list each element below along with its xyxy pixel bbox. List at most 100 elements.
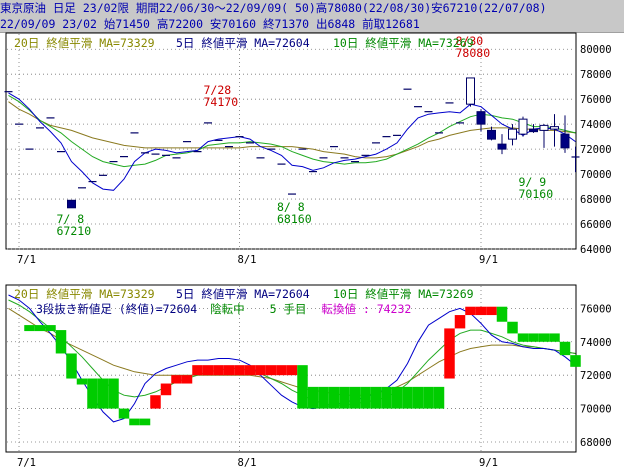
candle-body bbox=[466, 77, 475, 105]
brick-down bbox=[55, 330, 67, 354]
top-y-tick-label: 66000 bbox=[580, 219, 612, 231]
bottom-legend-ma20: 20日 終値平滑 MA=73329 bbox=[14, 287, 155, 301]
brick-down bbox=[328, 386, 340, 409]
candle bbox=[487, 126, 496, 141]
brick-down bbox=[391, 386, 403, 409]
top-y-tick-label: 80000 bbox=[580, 44, 612, 56]
candle-body bbox=[487, 129, 496, 140]
brick-down bbox=[108, 378, 119, 409]
bottom-panel: 76000 74000 72000 70000 68000 7/1 8/1 9/1 20日 … bbox=[5, 284, 612, 469]
annotation-value: 78080 bbox=[456, 46, 491, 60]
brick-down bbox=[538, 333, 550, 342]
candle-body bbox=[476, 111, 486, 125]
bot-y-tick-label: 76000 bbox=[580, 303, 612, 315]
brick-up bbox=[486, 306, 497, 316]
brick-down bbox=[318, 386, 329, 409]
bot-line-ma20 bbox=[8, 307, 576, 396]
bottom-legend-ma10: 10日 終値平滑 MA=73269 bbox=[333, 287, 474, 301]
candle-body bbox=[518, 118, 528, 135]
top-x-tick-label: 7/1 bbox=[17, 254, 36, 266]
brick-up bbox=[265, 365, 277, 376]
brick-up bbox=[244, 365, 256, 376]
candle-body bbox=[529, 128, 538, 133]
top-legend-ma5: 5日 終値平滑 MA=72604 bbox=[176, 36, 310, 50]
bot-y-tick-label: 68000 bbox=[580, 437, 612, 449]
brick-up bbox=[160, 383, 172, 396]
bot-x-tick-label: 9/1 bbox=[479, 457, 498, 469]
brick-down bbox=[507, 321, 518, 334]
top-y-tick-label: 72000 bbox=[580, 144, 612, 156]
top-y-tick-label: 64000 bbox=[580, 244, 612, 256]
annotation-date: 8/30 bbox=[456, 34, 484, 48]
bot-y-tick-label: 70000 bbox=[580, 404, 612, 416]
brick-up bbox=[213, 365, 224, 376]
brick-down bbox=[24, 325, 35, 332]
brick-down bbox=[549, 333, 560, 342]
subtitle-state: 陰転中 bbox=[210, 302, 245, 316]
top-legend-ma20: 20日 終値平滑 MA=73329 bbox=[14, 36, 155, 50]
brick-down bbox=[76, 378, 88, 385]
bottom-y-axis: 76000 74000 72000 70000 68000 bbox=[580, 303, 612, 449]
candle bbox=[518, 116, 528, 137]
brick-down bbox=[402, 386, 413, 409]
top-candles bbox=[4, 77, 580, 209]
brick-down bbox=[129, 418, 140, 426]
annotation-date: 9/ 9 bbox=[519, 175, 547, 189]
brick-down bbox=[339, 386, 350, 409]
candle bbox=[497, 134, 507, 155]
brick-down bbox=[381, 386, 392, 409]
candle bbox=[529, 124, 538, 133]
brick-down bbox=[87, 378, 98, 409]
brick-up bbox=[475, 306, 487, 316]
bot-line-ma5 bbox=[8, 294, 576, 423]
top-y-tick-label: 70000 bbox=[580, 169, 612, 181]
brick-down bbox=[118, 408, 130, 419]
brick-down bbox=[45, 325, 56, 332]
annotation-value: 67210 bbox=[57, 224, 92, 238]
brick-down bbox=[528, 333, 539, 342]
candle bbox=[571, 146, 580, 173]
brick-up bbox=[150, 395, 161, 409]
candle-body bbox=[497, 143, 507, 150]
brick-up bbox=[202, 365, 214, 376]
top-y-tick-label: 78000 bbox=[580, 69, 612, 81]
top-x-axis: 7/1 8/1 9/1 bbox=[17, 254, 498, 266]
candle-body bbox=[67, 199, 76, 209]
annotation-value: 68160 bbox=[277, 212, 312, 226]
brick-down bbox=[34, 325, 46, 332]
candle bbox=[550, 114, 559, 147]
brick-up bbox=[181, 375, 193, 384]
brick-down bbox=[559, 341, 571, 356]
bot-x-tick-label: 7/1 bbox=[17, 457, 36, 469]
bottom-bricks bbox=[24, 306, 581, 426]
brick-up bbox=[192, 365, 203, 376]
top-grid bbox=[7, 34, 575, 250]
top-y-axis: 80000 78000 76000 74000 72000 70000 68000 66000… bbox=[580, 44, 612, 256]
candle bbox=[539, 124, 549, 148]
bot-x-tick-label: 8/1 bbox=[238, 457, 257, 469]
top-y-tick-label: 68000 bbox=[580, 194, 612, 206]
brick-down bbox=[423, 386, 434, 409]
brick-up bbox=[444, 328, 455, 379]
subtitle-turn: 転換値 : 74232 bbox=[321, 302, 411, 316]
subtitle-count: 5 手目 bbox=[270, 302, 307, 316]
brick-up bbox=[286, 365, 298, 376]
brick-down bbox=[370, 386, 382, 409]
annotation-date: 8/ 8 bbox=[277, 200, 305, 214]
brick-down bbox=[412, 386, 424, 409]
brick-down bbox=[349, 386, 361, 409]
candle-body bbox=[550, 126, 559, 130]
candle-body bbox=[508, 128, 517, 140]
top-x-tick-label: 8/1 bbox=[238, 254, 257, 266]
brick-up bbox=[276, 365, 287, 376]
candle bbox=[508, 124, 517, 146]
brick-up bbox=[465, 306, 476, 316]
top-legend-ma10: 10日 終値平滑 MA=73269 bbox=[333, 36, 474, 50]
top-x-tick-label: 9/1 bbox=[479, 254, 498, 266]
